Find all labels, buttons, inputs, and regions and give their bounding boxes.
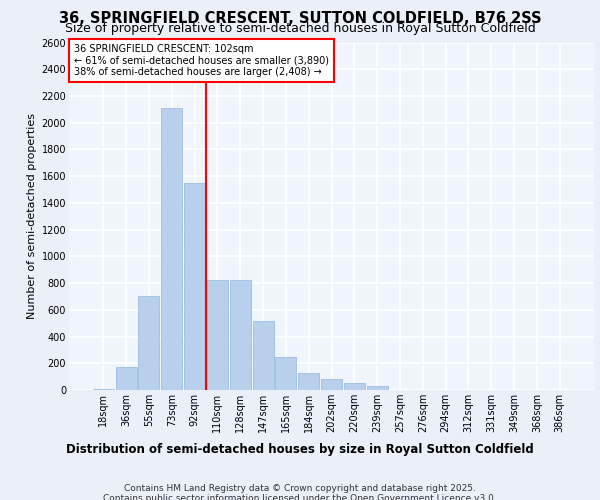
Text: Size of property relative to semi-detached houses in Royal Sutton Coldfield: Size of property relative to semi-detach… — [65, 22, 535, 35]
Bar — [298, 372, 319, 390]
Bar — [93, 388, 114, 390]
Text: Distribution of semi-detached houses by size in Royal Sutton Coldfield: Distribution of semi-detached houses by … — [66, 442, 534, 456]
Bar — [116, 368, 137, 390]
Bar — [321, 380, 342, 390]
Text: Contains HM Land Registry data © Crown copyright and database right 2025.
Contai: Contains HM Land Registry data © Crown c… — [103, 484, 497, 500]
Text: 36, SPRINGFIELD CRESCENT, SUTTON COLDFIELD, B76 2SS: 36, SPRINGFIELD CRESCENT, SUTTON COLDFIE… — [59, 11, 541, 26]
Bar — [207, 280, 228, 390]
Text: 36 SPRINGFIELD CRESCENT: 102sqm
← 61% of semi-detached houses are smaller (3,890: 36 SPRINGFIELD CRESCENT: 102sqm ← 61% of… — [74, 44, 329, 78]
Bar — [253, 320, 274, 390]
Bar — [184, 183, 205, 390]
Y-axis label: Number of semi-detached properties: Number of semi-detached properties — [28, 114, 37, 320]
Bar — [344, 382, 365, 390]
Bar — [367, 386, 388, 390]
Bar — [230, 280, 251, 390]
Bar — [139, 296, 160, 390]
Bar — [275, 356, 296, 390]
Bar — [161, 108, 182, 390]
